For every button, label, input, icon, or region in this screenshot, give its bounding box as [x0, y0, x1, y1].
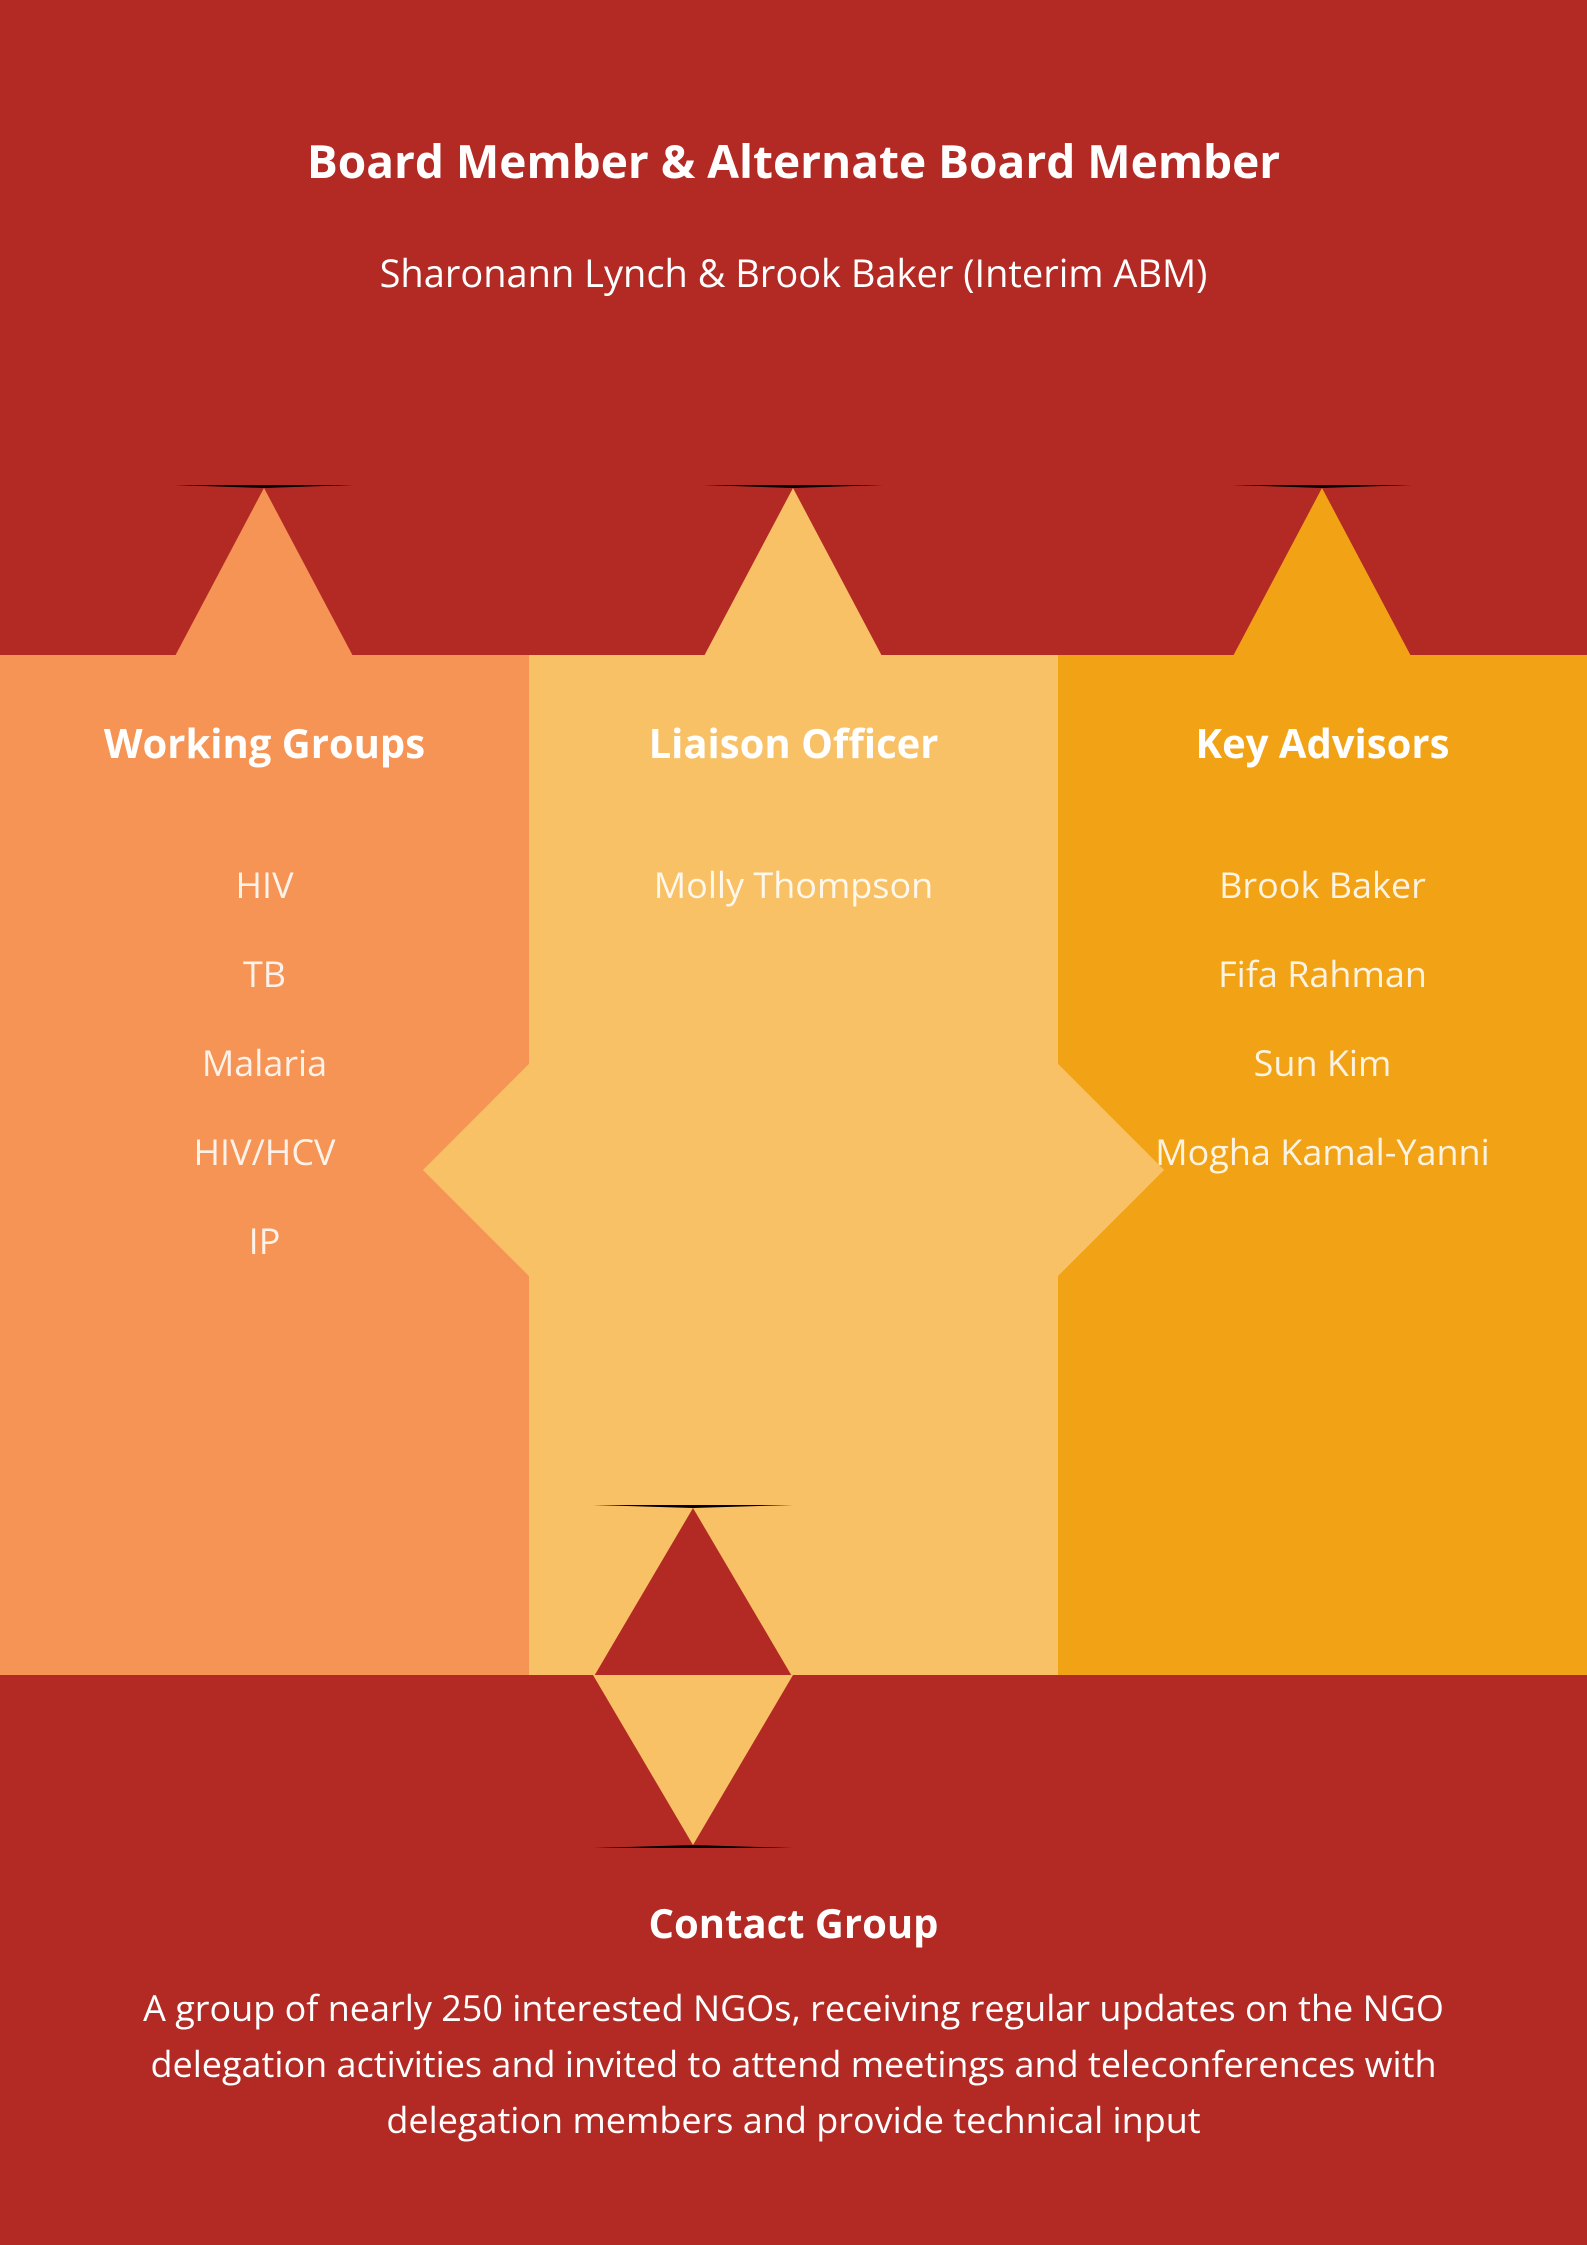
column-items-working-groups: HIVTBMalariaHIV/HCVIP: [30, 860, 499, 1265]
footer: Contact Group A group of nearly 250 inte…: [0, 1895, 1587, 2147]
list-item: Molly Thompson: [559, 860, 1028, 909]
infographic-stage: Board Member & Alternate Board Member Sh…: [0, 0, 1587, 2245]
list-item: IP: [30, 1216, 499, 1265]
column-title-liaison-officer: Liaison Officer: [559, 715, 1028, 770]
header-title: Board Member & Alternate Board Member: [0, 130, 1587, 192]
footer-body: A group of nearly 250 interested NGOs, r…: [70, 1980, 1517, 2147]
arrow-up-liaison-officer: [703, 485, 883, 658]
arrow-down-contact-group: [593, 1675, 793, 1848]
list-item: Brook Baker: [1088, 860, 1557, 909]
list-item: Malaria: [30, 1038, 499, 1087]
list-item: HIV: [30, 860, 499, 909]
list-item: Sun Kim: [1088, 1038, 1557, 1087]
header: Board Member & Alternate Board Member Sh…: [0, 130, 1587, 299]
header-subtitle: Sharonann Lynch & Brook Baker (Interim A…: [0, 247, 1587, 299]
column-title-working-groups: Working Groups: [30, 715, 499, 770]
arrow-up-working-groups: [174, 485, 354, 658]
columns-row: Working Groups HIVTBMalariaHIV/HCVIP Lia…: [0, 655, 1587, 1675]
column-items-liaison-officer: Molly Thompson: [559, 860, 1028, 909]
column-items-key-advisors: Brook BakerFifa RahmanSun KimMogha Kamal…: [1088, 860, 1557, 1176]
arrow-up-key-advisors: [1232, 485, 1412, 658]
list-item: TB: [30, 949, 499, 998]
footer-title: Contact Group: [70, 1895, 1517, 1950]
column-title-key-advisors: Key Advisors: [1088, 715, 1557, 770]
list-item: Fifa Rahman: [1088, 949, 1557, 998]
arrow-up-contact-group: [593, 1505, 793, 1678]
